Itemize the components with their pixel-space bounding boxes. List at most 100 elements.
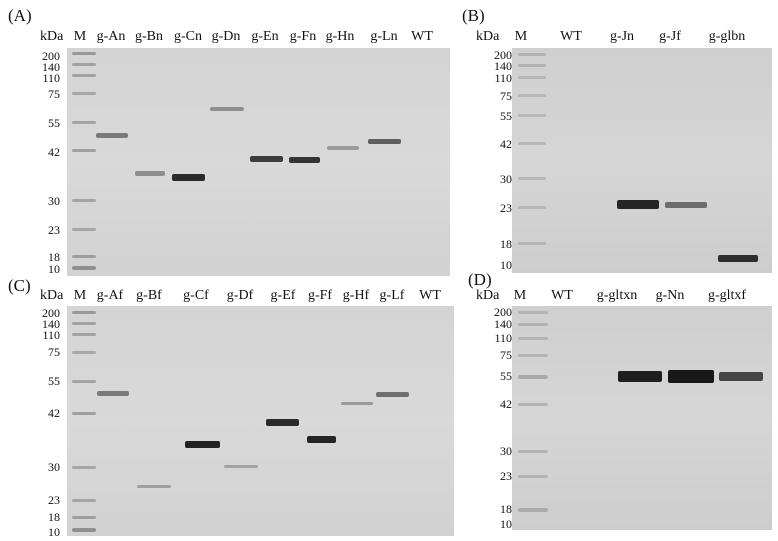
band-g-hf bbox=[341, 402, 373, 405]
panel-d-lane-label: WT bbox=[551, 288, 573, 303]
panel-d-gel bbox=[512, 306, 772, 530]
marker-band bbox=[72, 199, 96, 202]
panel-a-tick: 140 bbox=[42, 60, 60, 74]
panel-a-lane-label: WT bbox=[411, 29, 433, 44]
marker-band bbox=[72, 528, 96, 532]
panel-b-tick: 75 bbox=[500, 89, 512, 103]
band-g-ef bbox=[266, 419, 299, 426]
marker-band bbox=[518, 450, 548, 453]
panel-d-lane-label: g-gltxf bbox=[707, 288, 747, 303]
band-g-af bbox=[97, 391, 129, 396]
panel-c-tick: 75 bbox=[48, 345, 60, 359]
panel-c-marker-label: M bbox=[73, 288, 87, 303]
panel-c-lane-label: g-Af bbox=[96, 288, 124, 303]
panel-c-lane-label: g-Lf bbox=[379, 288, 405, 303]
panel-d-tick: 55 bbox=[500, 369, 512, 383]
panel-b-tick: 18 bbox=[500, 237, 512, 251]
panel-c-tick: 140 bbox=[42, 317, 60, 331]
band-g-jf bbox=[665, 202, 707, 208]
panel-b-label: (B) bbox=[462, 6, 485, 25]
band-g-nn bbox=[668, 370, 714, 383]
marker-band bbox=[72, 63, 96, 66]
marker-band bbox=[72, 466, 96, 469]
panel-b-gel bbox=[512, 48, 772, 273]
panel-a-tick: 42 bbox=[48, 145, 60, 159]
panel-d-tick: 75 bbox=[500, 348, 512, 362]
panel-a-lane-label: g-En bbox=[251, 29, 279, 44]
marker-band bbox=[518, 508, 548, 512]
panel-b-tick: 10 bbox=[500, 258, 512, 272]
panel-b-marker-label: M bbox=[514, 29, 528, 44]
band-g-hn bbox=[327, 146, 359, 150]
marker-band bbox=[72, 351, 96, 354]
panel-b-lane-label: g-glbn bbox=[708, 29, 746, 44]
panel-d-tick: 23 bbox=[500, 469, 512, 483]
panel-b-lane-label: WT bbox=[560, 29, 582, 44]
panel-d-tick: 10 bbox=[500, 517, 512, 531]
panel-a-tick: 23 bbox=[48, 223, 60, 237]
marker-band bbox=[518, 177, 546, 180]
panel-b-tick: 30 bbox=[500, 172, 512, 186]
panel-d-lane-label: g-gltxn bbox=[596, 288, 638, 303]
panel-c-tick: 42 bbox=[48, 406, 60, 420]
panel-a-marker-label: M bbox=[73, 29, 87, 44]
panel-c-lane-label: g-Bf bbox=[136, 288, 162, 303]
marker-band bbox=[72, 333, 96, 336]
panel-d-tick: 200 bbox=[494, 305, 512, 319]
band-g-bn bbox=[135, 171, 165, 176]
marker-band bbox=[518, 94, 546, 97]
band-g-ff bbox=[307, 436, 336, 443]
panel-d-tick: 110 bbox=[494, 331, 512, 345]
panel-a-lane-label: g-Hn bbox=[325, 29, 355, 44]
marker-band bbox=[72, 322, 96, 325]
panel-d-lane-label: g-Nn bbox=[655, 288, 685, 303]
band-g-bf bbox=[137, 485, 171, 488]
panel-a-tick: 10 bbox=[48, 262, 60, 276]
panel-a-tick: 30 bbox=[48, 194, 60, 208]
panel-a-label: (A) bbox=[8, 6, 32, 25]
band-g-en bbox=[250, 156, 283, 162]
panel-d-tick: 140 bbox=[494, 317, 512, 331]
panel-c-lane-label: g-Ff bbox=[307, 288, 333, 303]
band-g-glbn bbox=[718, 255, 758, 262]
marker-band bbox=[518, 375, 548, 379]
marker-band bbox=[518, 114, 546, 117]
marker-band bbox=[518, 76, 546, 79]
panel-c-gel bbox=[67, 306, 454, 536]
band-g-fn bbox=[289, 157, 320, 163]
band-g-ln bbox=[368, 139, 401, 144]
panel-b-tick: 55 bbox=[500, 109, 512, 123]
panel-c-tick: 110 bbox=[42, 328, 60, 342]
marker-band bbox=[518, 403, 548, 406]
panel-d-tick: 30 bbox=[500, 444, 512, 458]
marker-band bbox=[518, 475, 548, 478]
band-g-jn bbox=[617, 200, 659, 209]
band-g-an bbox=[96, 133, 128, 138]
marker-band bbox=[72, 311, 96, 314]
panel-b-tick: 110 bbox=[494, 71, 512, 85]
panel-b-kda-label: kDa bbox=[476, 29, 500, 44]
panel-c-lane-label: WT bbox=[419, 288, 441, 303]
panel-a-lane-label: g-Cn bbox=[174, 29, 202, 44]
panel-a-tick: 200 bbox=[42, 49, 60, 63]
panel-a-tick: 18 bbox=[48, 250, 60, 264]
marker-band bbox=[72, 149, 96, 152]
marker-band bbox=[518, 311, 548, 314]
panel-c-kda-label: kDa bbox=[40, 288, 64, 303]
band-g-gltxn bbox=[618, 371, 662, 382]
band-g-lf bbox=[376, 392, 409, 397]
panel-c-lane-label: g-Hf bbox=[342, 288, 370, 303]
panel-c-lane-label: g-Ef bbox=[270, 288, 296, 303]
panel-c-tick: 18 bbox=[48, 510, 60, 524]
marker-band bbox=[518, 323, 548, 326]
panel-a-lane-label: g-Bn bbox=[135, 29, 163, 44]
panel-a-lane-label: g-Fn bbox=[289, 29, 317, 44]
marker-band bbox=[72, 92, 96, 95]
marker-band bbox=[72, 255, 96, 258]
marker-band bbox=[518, 142, 546, 145]
panel-a-kda-label: kDa bbox=[40, 29, 64, 44]
marker-band bbox=[518, 242, 546, 245]
panel-b-tick: 200 bbox=[494, 48, 512, 62]
marker-band bbox=[518, 206, 546, 209]
marker-band bbox=[72, 412, 96, 415]
